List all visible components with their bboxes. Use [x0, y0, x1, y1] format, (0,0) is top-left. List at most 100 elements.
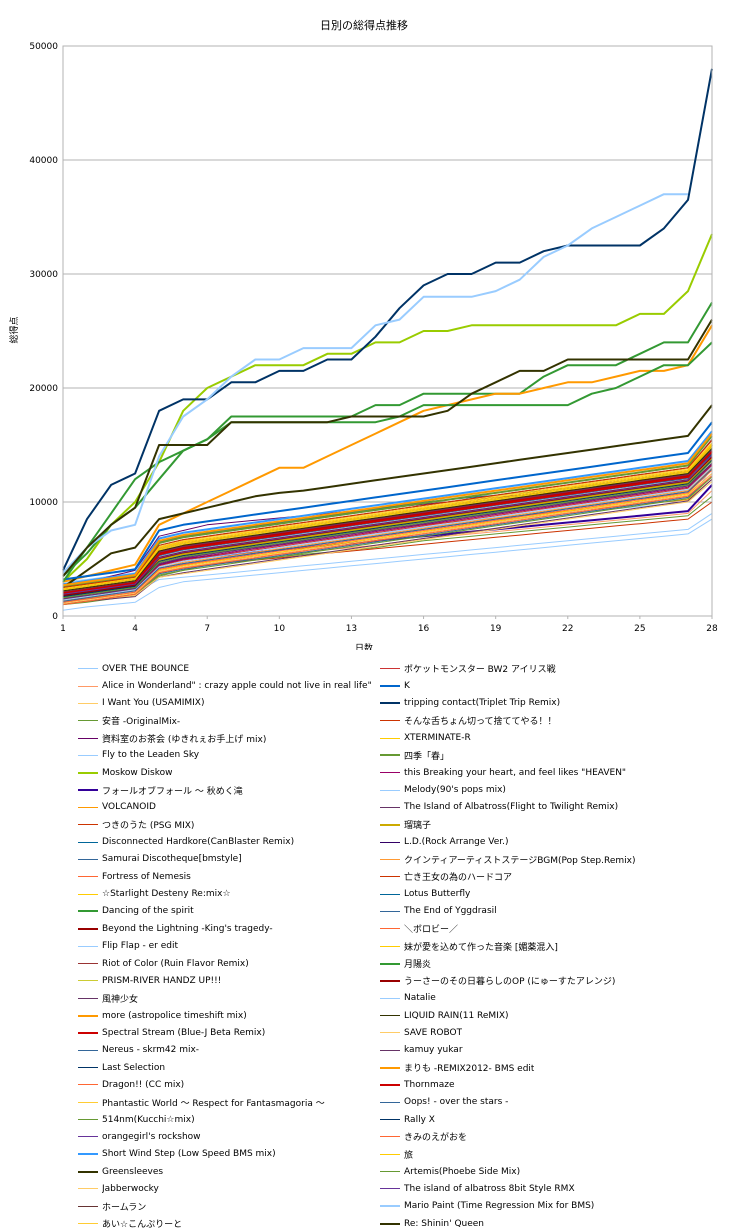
legend-label: The Island of Albatross(Flight to Twilig…: [404, 802, 619, 813]
legend-label: tripping contact(Triplet Trip Remix): [404, 698, 561, 709]
legend-item: L.D.(Rock Arrange Ver.): [380, 833, 710, 850]
legend-item: つきのうた (PSG MIX): [78, 816, 408, 833]
legend-swatch: [380, 876, 400, 878]
legend-label: 安音 -OriginalMix-: [102, 717, 181, 728]
series-line-40: [62, 454, 713, 595]
legend-item: Last Selection: [78, 1059, 408, 1076]
legend-item: Disconnected Hardkore(CanBlaster Remix): [78, 833, 408, 850]
legend-label: LIQUID RAIN(11 ReMIX): [404, 1010, 509, 1021]
legend-label: ポケットモンスター BW2 アイリス戦: [404, 665, 556, 676]
legend-label: Beyond the Lightning -King's tragedy-: [102, 923, 273, 934]
legend-swatch: [78, 963, 98, 965]
legend-swatch: [78, 893, 98, 895]
legend-swatch: [380, 1049, 400, 1051]
series-line-49: [62, 443, 713, 590]
legend-swatch: [380, 1222, 400, 1225]
series-line-29: [62, 404, 713, 589]
legend-item: orangegirl's rockshow: [78, 1128, 408, 1145]
legend-label: more (astropolice timeshift mix): [102, 1010, 247, 1021]
series-line-54: [62, 473, 713, 604]
legend-label: 風神少女: [102, 994, 139, 1005]
series-line-48: [62, 469, 713, 603]
legend-swatch: [380, 1171, 400, 1173]
legend-swatch: [78, 910, 98, 913]
series-line-22: [62, 475, 713, 602]
series-line-56: [62, 432, 713, 587]
legend-label: Dancing of the spirit: [102, 906, 194, 917]
legend-item: Fortress of Nemesis: [78, 868, 408, 885]
series-line-39: [62, 464, 713, 600]
legend-swatch: [380, 806, 400, 808]
legend-item: Nereus - skrm42 mix-: [78, 1042, 408, 1059]
legend-item: Thornmaze: [380, 1076, 710, 1093]
x-tick-label: 16: [418, 624, 430, 634]
series-line-14: [62, 301, 713, 577]
legend-swatch: [380, 997, 400, 999]
y-tick-label: 20000: [29, 384, 58, 394]
series-line-50: [62, 341, 713, 583]
legend-item: 風神少女: [78, 990, 408, 1007]
legend-label: L.D.(Rock Arrange Ver.): [404, 837, 509, 848]
legend-item: ポケットモンスター BW2 アイリス戦: [380, 660, 710, 677]
legend-swatch: [78, 1067, 98, 1069]
legend-item: XTERMINATE-R: [380, 729, 710, 746]
legend-label: Fly to the Leaden Sky: [102, 750, 200, 761]
legend-swatch: [380, 1032, 400, 1034]
legend-label: クインティアーティストステージBGM(Pop Step.Remix): [404, 855, 636, 866]
series-line-19: [62, 478, 713, 604]
legend-label: Thornmaze: [404, 1079, 455, 1090]
legend-swatch: [78, 824, 98, 826]
legend-label: Jabberwocky: [102, 1183, 159, 1194]
legend-item: The island of albatross 8bit Style RMX: [380, 1180, 710, 1197]
legend-label: orangegirl's rockshow: [102, 1131, 201, 1142]
legend-swatch: [78, 858, 98, 860]
legend-swatch: [78, 685, 98, 687]
legend-item: The Island of Albatross(Flight to Twilig…: [380, 799, 710, 816]
legend-label: OVER THE BOUNCE: [102, 663, 190, 674]
legend-item: Dragon!! (CC mix): [78, 1076, 408, 1093]
series-line-55: [62, 462, 713, 600]
legend-label: Artemis(Phoebe Side Mix): [404, 1166, 521, 1177]
y-tick-label: 50000: [29, 42, 58, 52]
x-axis-label: 日数: [355, 642, 373, 650]
x-tick-label: 19: [490, 624, 502, 634]
legend-column-left: OVER THE BOUNCE Alice in Wonderland" : cr…: [78, 660, 408, 1232]
x-tick-label: 25: [634, 624, 645, 634]
legend-item: フォールオブフォール ～ 秋めく滝: [78, 781, 408, 798]
series-line-47: [62, 452, 713, 594]
legend-swatch: [380, 1101, 400, 1103]
series-line-34: [62, 421, 713, 581]
legend-swatch: [78, 771, 98, 774]
legend-swatch: [78, 668, 98, 670]
legend-swatch: [380, 702, 400, 705]
legend-swatch: [380, 928, 400, 930]
legend-item: Rally X: [380, 1111, 710, 1128]
series-line-37: [62, 445, 713, 592]
series-line-64: [62, 193, 688, 574]
legend-item: 妹が愛を込めて作った音楽 [媚薬混入]: [380, 938, 710, 955]
legend-label: ホームラン: [102, 1202, 147, 1213]
legend-label: I Want You (USAMIMIX): [102, 698, 205, 709]
series-line-63: [62, 454, 713, 595]
series-line-30: [62, 481, 713, 603]
legend-label: Nereus - skrm42 mix-: [102, 1045, 200, 1056]
legend-item: Lotus Butterfly: [380, 885, 710, 902]
series-line-45: [62, 440, 713, 588]
legend-item: Short Wind Step (Low Speed BMS mix): [78, 1146, 408, 1163]
legend-label: The End of Yggdrasil: [404, 906, 497, 917]
legend-swatch: [380, 1205, 400, 1208]
legend-item: Melody(90's pops mix): [380, 781, 710, 798]
legend-swatch: [78, 1101, 98, 1103]
legend-item: Greensleeves: [78, 1163, 408, 1180]
legend-swatch: [78, 841, 98, 843]
legend-label: Riot of Color (Ruin Flavor Remix): [102, 958, 249, 969]
legend-swatch: [78, 1084, 98, 1086]
legend-label: まりも -REMIX2012- BMS edit: [404, 1064, 535, 1075]
legend-item: Spectral Stream (Blue-J Beta Remix): [78, 1024, 408, 1041]
legend-item: ☆Starlight Desteny Re:mix☆: [78, 885, 408, 902]
legend-swatch: [78, 1049, 98, 1051]
legend: OVER THE BOUNCE Alice in Wonderland" : cr…: [0, 660, 729, 1232]
legend-item: PRISM-RIVER HANDZ UP!!!: [78, 972, 408, 989]
x-tick-label: 4: [132, 624, 138, 634]
